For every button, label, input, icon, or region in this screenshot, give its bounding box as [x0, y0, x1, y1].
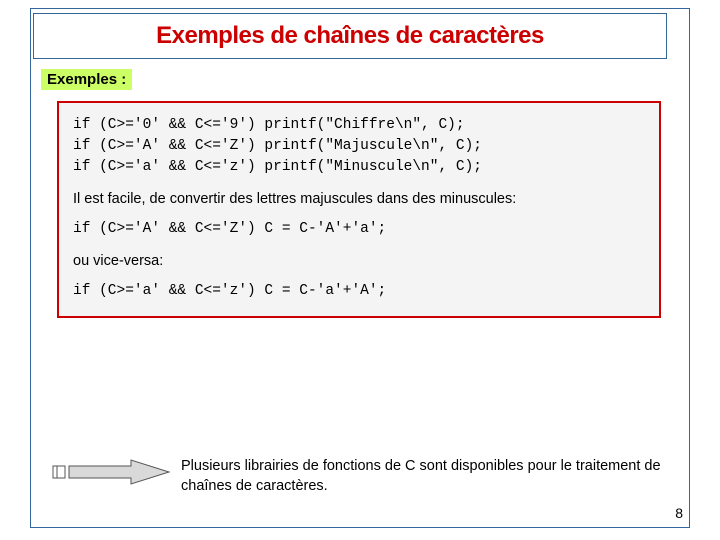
footer-block: Plusieurs librairies de fonctions de C s… — [51, 457, 671, 496]
title-bar: Exemples de chaînes de caractères — [33, 13, 667, 59]
slide-title: Exemples de chaînes de caractères — [156, 22, 544, 50]
page-number: 8 — [675, 505, 683, 521]
code-line-5: if (C>='a' && C<='z') C = C-'a'+'A'; — [73, 281, 645, 302]
arrow-icon — [51, 457, 171, 487]
prose-line-2: ou vice-versa: — [73, 252, 645, 271]
code-line-1: if (C>='0' && C<='9') printf("Chiffre\n"… — [73, 115, 645, 136]
code-line-4: if (C>='A' && C<='Z') C = C-'A'+'a'; — [73, 219, 645, 240]
footer-note: Plusieurs librairies de fonctions de C s… — [181, 457, 671, 496]
code-line-2: if (C>='A' && C<='Z') printf("Majuscule\… — [73, 136, 645, 157]
prose-line-1: Il est facile, de convertir des lettres … — [73, 190, 645, 209]
examples-label: Exemples : — [41, 69, 132, 90]
slide-frame: Exemples de chaînes de caractères Exempl… — [30, 8, 690, 528]
code-box: if (C>='0' && C<='9') printf("Chiffre\n"… — [57, 101, 661, 318]
code-line-3: if (C>='a' && C<='z') printf("Minuscule\… — [73, 157, 645, 178]
